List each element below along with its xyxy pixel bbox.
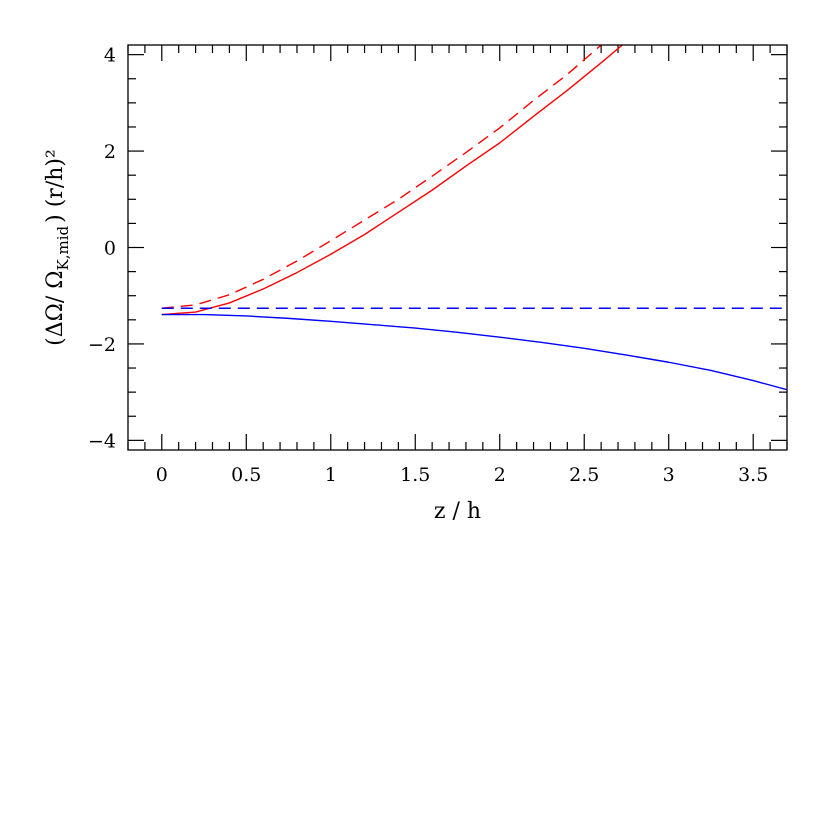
tick-marks — [127, 45, 788, 450]
x-tick-label: 2 — [494, 464, 506, 486]
y-axis-label-subscript: K,mid — [54, 225, 72, 270]
plot-frame — [127, 44, 788, 451]
y-tick-label: 4 — [104, 45, 116, 67]
y-axis-label-prefix: (ΔΩ/ Ω — [43, 270, 68, 345]
y-tick-label: −4 — [88, 430, 116, 452]
x-tick-label: 2.5 — [569, 464, 599, 486]
x-tick-label: 1 — [325, 464, 337, 486]
series-line-red-dashed — [161, 45, 603, 309]
y-axis-label-suffix: ) (r/h)² — [43, 149, 68, 223]
series-line-red-solid — [161, 45, 624, 316]
y-tick-label: 0 — [104, 238, 116, 260]
x-axis-label: z / h — [434, 499, 481, 524]
x-tick-label: 3.5 — [738, 464, 768, 486]
x-tick-label: 0.5 — [231, 464, 261, 486]
x-tick-label: 1.5 — [400, 464, 430, 486]
x-tick-label: 3 — [663, 464, 675, 486]
y-tick-label: −2 — [88, 334, 116, 356]
series-layer — [161, 45, 787, 391]
series-line-blue-solid — [161, 313, 787, 391]
y-axis-label: (ΔΩ/ ΩK,mid ) (r/h)² — [43, 149, 72, 346]
tick-labels: 0 0.5 1 1.5 2 2.5 3 3.5 −4 −2 0 2 4 — [88, 45, 768, 486]
y-tick-label: 2 — [104, 141, 116, 163]
x-tick-label: 0 — [156, 464, 168, 486]
